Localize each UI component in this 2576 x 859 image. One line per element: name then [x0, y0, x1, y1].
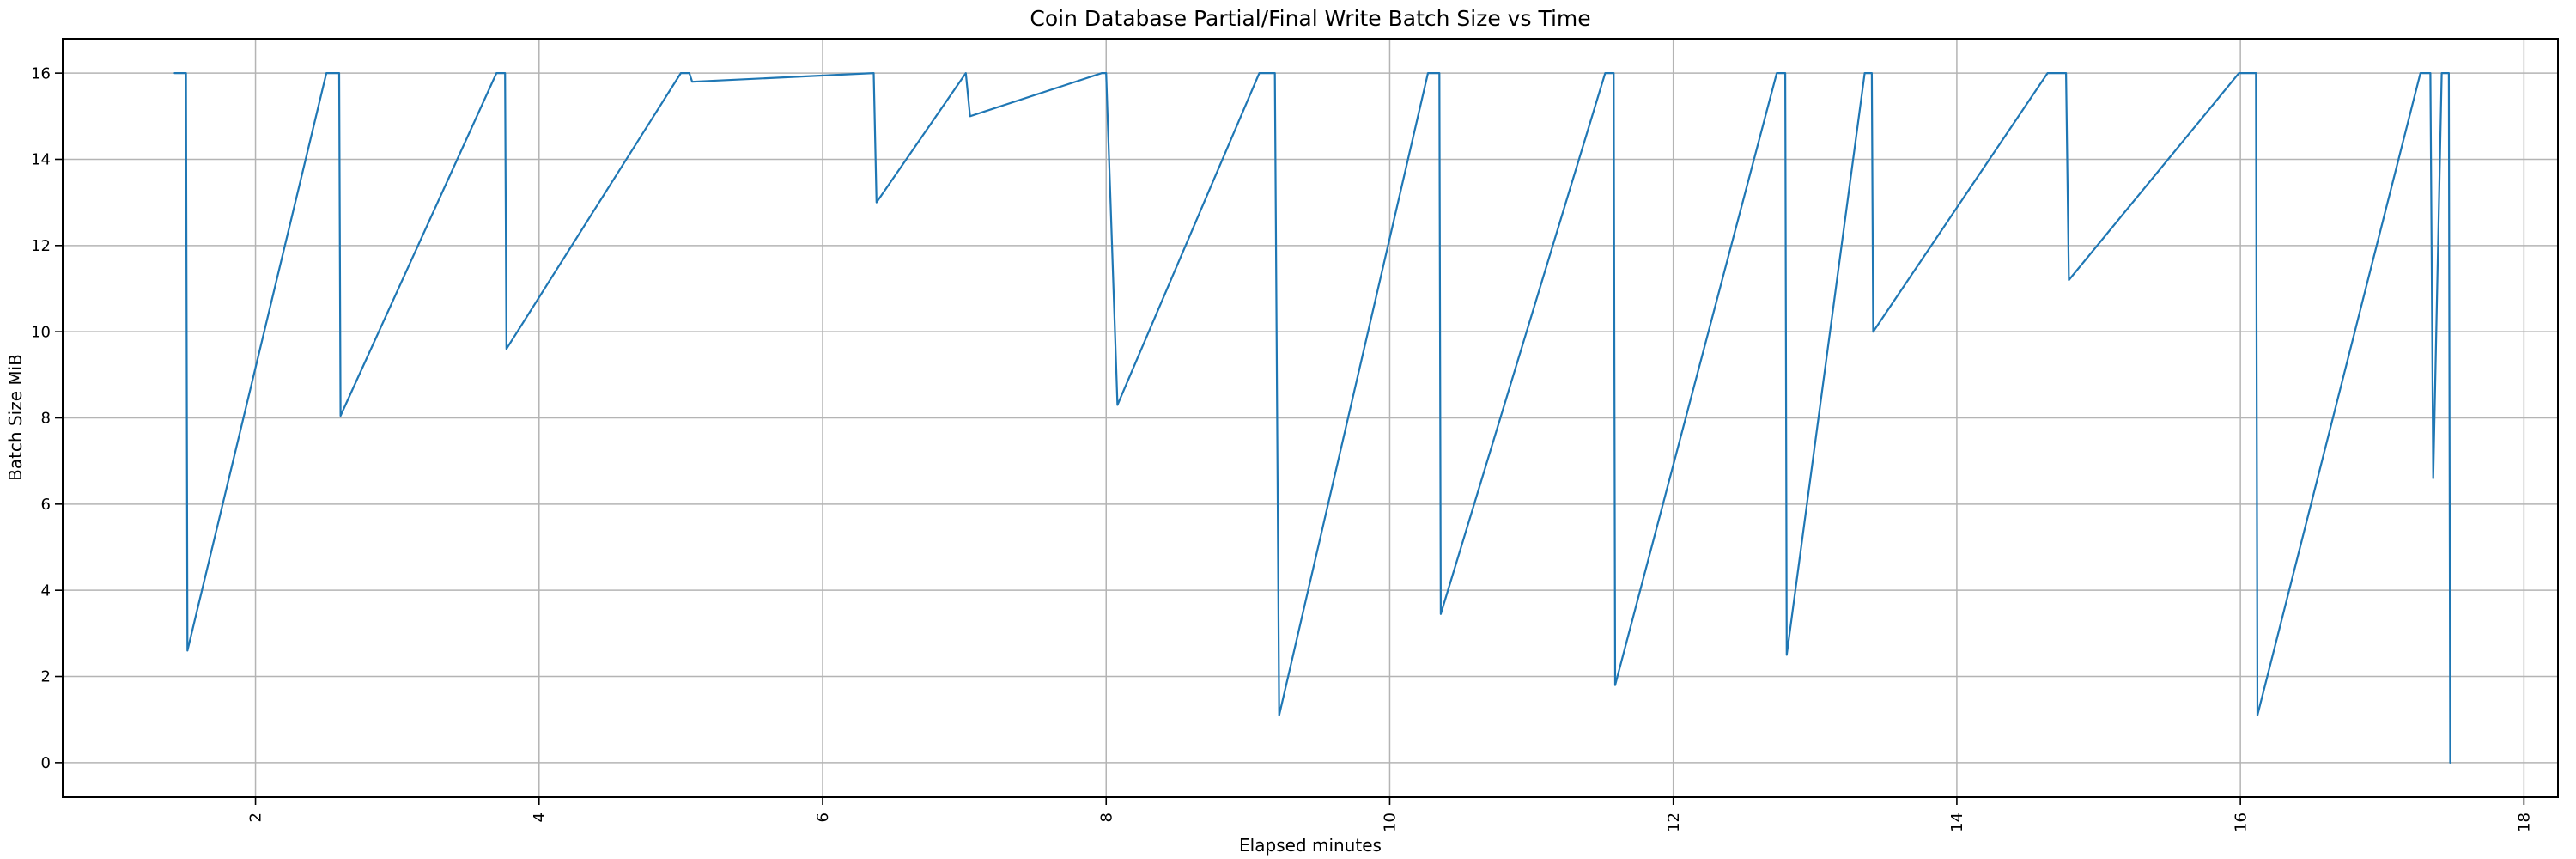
x-tick-label: 10 — [1382, 813, 1400, 832]
y-tick-label: 4 — [41, 582, 51, 600]
y-tick-label: 6 — [41, 496, 51, 514]
x-tick-label: 6 — [814, 813, 832, 822]
y-axis-label: Batch Size MiB — [5, 354, 26, 481]
y-tick-label: 8 — [41, 410, 51, 428]
series-layer — [173, 71, 2451, 765]
y-tick-label: 0 — [41, 754, 51, 772]
x-tick-label: 18 — [2515, 813, 2533, 832]
x-tick-label: 2 — [247, 813, 265, 822]
grid-layer — [63, 39, 2558, 797]
y-tick-label: 2 — [41, 668, 51, 686]
x-tick-label: 4 — [531, 813, 549, 822]
y-tick-label: 12 — [31, 237, 51, 255]
tick-layer: 2 4 6 8 10 12 14 16 18 0 2 4 6 8 10 12 14 16 — [31, 64, 2533, 832]
y-tick-label: 16 — [31, 64, 51, 82]
chart-title: Coin Database Partial/Final Write Batch … — [1030, 6, 1590, 31]
x-tick-label: 8 — [1097, 813, 1115, 822]
x-tick-label: 14 — [1948, 813, 1966, 832]
x-tick-label: 16 — [2232, 813, 2250, 832]
y-tick-label: 10 — [31, 323, 51, 341]
x-axis-label: Elapsed minutes — [1239, 835, 1382, 856]
x-tick-label: 12 — [1665, 813, 1683, 832]
y-tick-label: 14 — [31, 151, 51, 169]
data-line-batch-size-mib — [173, 71, 2451, 765]
